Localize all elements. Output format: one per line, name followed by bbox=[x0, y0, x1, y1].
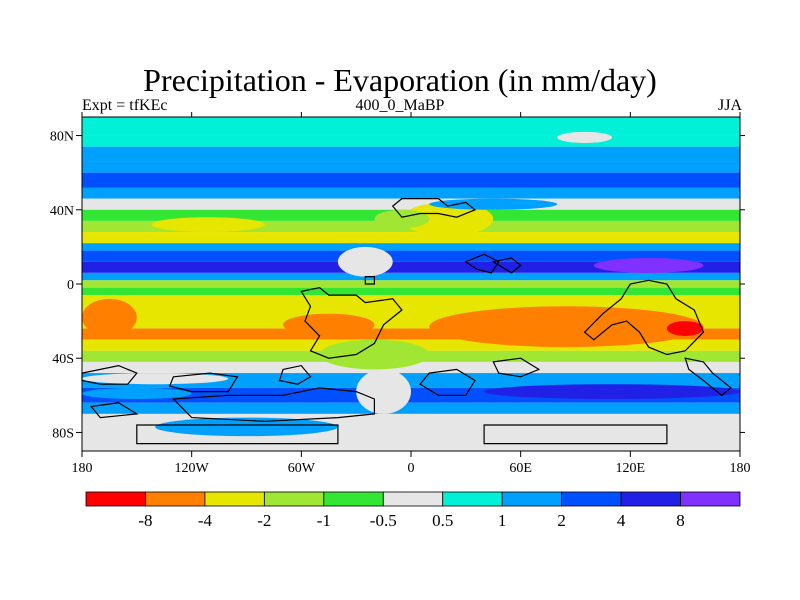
coastline bbox=[419, 368, 476, 396]
field-feature bbox=[319, 339, 430, 370]
field-feature bbox=[593, 258, 704, 273]
field-band bbox=[82, 287, 740, 296]
x-tick-label: 60W bbox=[288, 461, 316, 476]
colorbar-label: -1 bbox=[317, 511, 331, 530]
field-band bbox=[82, 146, 740, 162]
field-feature bbox=[283, 313, 375, 336]
field-feature bbox=[337, 246, 393, 277]
y-tick-label: 0 bbox=[67, 278, 74, 293]
colorbar-swatch bbox=[382, 491, 444, 507]
colorbar-swatch bbox=[501, 491, 563, 507]
colorbar-swatch bbox=[204, 491, 265, 507]
field-feature bbox=[82, 298, 137, 336]
coastline bbox=[583, 279, 705, 356]
experiment-label: Expt = tfKEc bbox=[82, 97, 168, 114]
field-band bbox=[82, 295, 740, 310]
season-label: JJA bbox=[717, 97, 742, 114]
y-tick-label: 40N bbox=[50, 204, 74, 219]
precip-evap-field bbox=[82, 117, 740, 451]
x-axis: 180 120W 60W 0 60E 120E 180 bbox=[72, 112, 751, 476]
x-tick-label: 60E bbox=[509, 461, 532, 476]
field-band bbox=[82, 172, 740, 188]
colorbar-label: -4 bbox=[198, 511, 213, 530]
field-feature bbox=[82, 373, 229, 385]
field-feature bbox=[155, 417, 338, 437]
coastline bbox=[278, 364, 312, 385]
field-feature bbox=[356, 369, 412, 414]
field-band bbox=[82, 187, 740, 199]
field-feature bbox=[82, 387, 192, 400]
field-feature bbox=[374, 209, 430, 229]
colorbar-label: -8 bbox=[138, 511, 152, 530]
colorbar-label: -2 bbox=[257, 511, 271, 530]
field-feature bbox=[666, 321, 704, 336]
field-band bbox=[82, 272, 740, 281]
coastline bbox=[492, 357, 541, 378]
colorbar: -8 -4 -2 -1 -0.5 0.5 1 2 4 8 bbox=[85, 491, 741, 530]
field-band bbox=[82, 361, 740, 374]
field-band bbox=[82, 243, 740, 251]
y-tick-label: 80N bbox=[50, 130, 74, 145]
field-feature bbox=[429, 306, 704, 348]
coastline bbox=[483, 424, 668, 445]
field-band bbox=[82, 402, 740, 414]
x-tick-label: 120E bbox=[616, 461, 646, 476]
colorbar-swatch bbox=[85, 491, 146, 507]
coastline bbox=[391, 198, 477, 218]
coastline bbox=[136, 424, 339, 445]
field-band bbox=[82, 117, 740, 136]
coastline bbox=[684, 357, 732, 397]
colorbar-swatch bbox=[263, 491, 325, 507]
field-band bbox=[82, 373, 740, 388]
coastline bbox=[364, 276, 375, 285]
y-tick-label: 40S bbox=[52, 352, 74, 367]
colorbar-label: 1 bbox=[498, 511, 507, 530]
field-feature bbox=[484, 384, 740, 400]
colorbar-label: 4 bbox=[617, 511, 626, 530]
field-feature bbox=[557, 131, 613, 143]
field-band bbox=[82, 198, 740, 210]
field-feature bbox=[401, 202, 494, 236]
x-tick-label: 0 bbox=[408, 461, 415, 476]
time-slice-label: 400_0_MaBP bbox=[355, 97, 445, 114]
coastline bbox=[491, 257, 522, 274]
colorbar-label: 0.5 bbox=[432, 511, 453, 530]
field-band bbox=[82, 232, 740, 244]
field-band bbox=[82, 161, 740, 173]
colorbar-swatch bbox=[442, 491, 503, 507]
y-tick-label: 80S bbox=[52, 426, 74, 441]
y-axis: 80N 40N 0 40S 80S bbox=[50, 130, 745, 441]
field-band bbox=[82, 250, 740, 262]
field-feature bbox=[151, 217, 265, 233]
colorbar-label: 8 bbox=[676, 511, 685, 530]
chart-title: Precipitation - Evaporation (in mm/day) bbox=[143, 62, 657, 98]
colorbar-label: -0.5 bbox=[370, 511, 397, 530]
colorbar-swatch bbox=[323, 491, 384, 507]
coastline bbox=[300, 287, 403, 359]
field-band bbox=[82, 328, 740, 340]
colorbar-label: 2 bbox=[557, 511, 566, 530]
coastline bbox=[464, 253, 500, 274]
field-band bbox=[82, 280, 740, 288]
colorbar-swatch bbox=[145, 491, 206, 507]
x-tick-label: 180 bbox=[72, 461, 93, 476]
field-band bbox=[82, 261, 740, 273]
x-tick-label: 120W bbox=[175, 461, 210, 476]
colorbar-swatch bbox=[680, 491, 741, 507]
field-feature bbox=[484, 417, 667, 437]
field-feature bbox=[429, 198, 558, 210]
coastline bbox=[89, 402, 139, 419]
field-band bbox=[82, 135, 740, 147]
colorbar-swatch bbox=[620, 491, 681, 507]
x-tick-label: 180 bbox=[730, 461, 751, 476]
colorbar-swatch bbox=[561, 491, 622, 507]
coastline bbox=[172, 387, 375, 422]
coastline bbox=[168, 372, 239, 393]
